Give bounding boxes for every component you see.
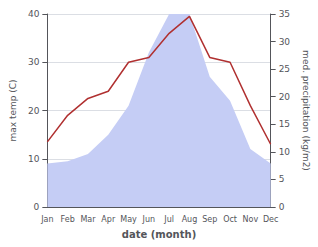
svg-text:med. precipitation (kg/m2): med. precipitation (kg/m2) (301, 50, 311, 171)
svg-text:Oct: Oct (223, 215, 237, 224)
svg-text:max temp (C): max temp (C) (8, 79, 18, 141)
svg-text:30: 30 (28, 57, 40, 67)
svg-text:Aug: Aug (182, 215, 198, 224)
svg-text:40: 40 (28, 9, 40, 19)
svg-text:10: 10 (279, 147, 291, 157)
svg-text:0: 0 (34, 202, 40, 212)
svg-text:Dec: Dec (263, 215, 278, 224)
svg-text:Sep: Sep (202, 215, 217, 224)
svg-text:5: 5 (279, 174, 285, 184)
svg-text:Apr: Apr (101, 215, 116, 224)
svg-text:date (month): date (month) (122, 229, 196, 240)
svg-text:Mar: Mar (80, 215, 96, 224)
svg-text:Jul: Jul (163, 215, 174, 224)
svg-text:0: 0 (279, 202, 285, 212)
svg-text:35: 35 (279, 9, 290, 19)
svg-text:30: 30 (279, 37, 291, 47)
svg-text:20: 20 (279, 92, 291, 102)
svg-text:10: 10 (28, 154, 40, 164)
svg-text:15: 15 (279, 119, 290, 129)
svg-text:Nov: Nov (243, 215, 259, 224)
svg-text:20: 20 (28, 106, 40, 116)
svg-text:Feb: Feb (61, 215, 75, 224)
svg-text:Jun: Jun (142, 215, 156, 224)
svg-text:May: May (120, 215, 137, 224)
svg-text:25: 25 (279, 64, 290, 74)
svg-text:Jan: Jan (40, 215, 53, 224)
